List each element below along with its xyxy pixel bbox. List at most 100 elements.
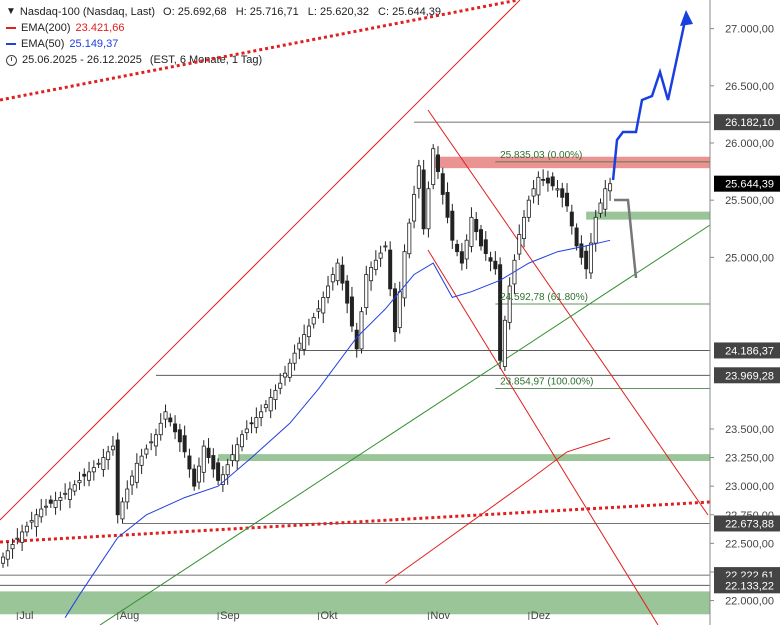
candle-body <box>254 417 259 428</box>
y-tick-label: 23.250,00 <box>725 453 774 465</box>
candle-body <box>349 296 354 327</box>
candle-body <box>306 325 311 338</box>
candle <box>283 365 288 386</box>
candle <box>259 404 264 427</box>
candle-body <box>541 178 546 181</box>
candle-body <box>426 188 431 230</box>
candle <box>464 234 469 270</box>
candle <box>235 437 240 470</box>
candle-body <box>579 243 584 258</box>
ema50-value: 25.149,37 <box>69 38 119 50</box>
candle <box>340 256 345 291</box>
candle <box>526 195 531 222</box>
x-tick-label: Nov <box>430 610 450 622</box>
fib-label-2: 23.854,97 (100.00%) <box>500 376 593 387</box>
candle-body <box>555 188 560 191</box>
x-tick-label: Dez <box>531 610 551 622</box>
candle <box>397 281 402 334</box>
candle-body <box>268 397 273 412</box>
candle <box>335 258 340 286</box>
candle <box>168 413 173 427</box>
candle-body <box>526 199 531 218</box>
candle <box>91 460 96 481</box>
candle-body <box>560 188 565 198</box>
candle-body <box>584 250 589 270</box>
price-tag-label-0: 26.182,10 <box>725 117 774 129</box>
candle <box>354 322 359 358</box>
candle <box>187 448 192 478</box>
candle <box>584 245 589 279</box>
candle-body <box>134 462 139 483</box>
legend-title-row: ▼ Nasdaq-100 (Nasdaq, Last) O: 25.692,68… <box>6 4 447 20</box>
candle <box>268 388 273 419</box>
candle <box>421 159 426 235</box>
candle-body <box>201 445 206 473</box>
candle-body <box>588 242 593 274</box>
candle <box>149 433 154 451</box>
candle-body <box>421 169 426 230</box>
chart-title: Nasdaq-100 (Nasdaq, Last) <box>19 6 156 18</box>
candle-body <box>0 556 6 564</box>
candle <box>302 324 307 356</box>
candle-body <box>39 508 44 518</box>
candle <box>297 337 302 360</box>
candle-body <box>139 455 144 466</box>
channel-down-lower <box>427 249 659 625</box>
candle-body <box>259 411 264 418</box>
candle <box>345 275 350 314</box>
candle <box>440 167 445 205</box>
candle-body <box>297 342 302 350</box>
candle <box>163 404 168 428</box>
y-tick-label: 27.000,00 <box>725 24 774 36</box>
candle-body <box>20 531 25 543</box>
candle <box>82 468 87 487</box>
candle <box>507 277 512 330</box>
candle-body <box>82 473 87 477</box>
candle <box>502 315 507 372</box>
candle <box>58 491 63 511</box>
candle-body <box>96 462 101 465</box>
candle-body <box>302 334 307 350</box>
candle <box>550 172 555 191</box>
candle-body <box>292 352 297 364</box>
low-value: L: 25.620,32 <box>307 6 369 18</box>
candle-body <box>29 520 34 523</box>
candle <box>206 438 211 464</box>
band-support-1 <box>586 211 710 220</box>
candle-body <box>249 422 254 425</box>
candle <box>230 444 235 467</box>
candle <box>72 480 77 496</box>
channel-upper-line <box>0 0 521 521</box>
legend-ema50-row: EMA(50) 25.149,37 <box>6 36 447 52</box>
candle-body <box>220 474 225 485</box>
candle <box>555 180 560 198</box>
candle <box>110 436 115 456</box>
candle-body <box>34 514 39 528</box>
candle <box>373 250 378 276</box>
candle-body <box>91 467 96 473</box>
price-tag-0 <box>714 114 780 131</box>
candle-body <box>173 423 178 433</box>
candle <box>15 528 20 545</box>
candle <box>369 261 374 291</box>
ema200-swatch <box>6 27 16 29</box>
candle-body <box>196 465 201 483</box>
candle <box>478 225 483 251</box>
candle-body <box>474 219 479 233</box>
candle <box>53 491 58 515</box>
candle <box>306 318 311 346</box>
candle <box>598 198 603 218</box>
candle-body <box>493 260 498 270</box>
candle-body <box>345 280 350 304</box>
candle-body <box>144 448 149 455</box>
candle-body <box>531 188 536 197</box>
candle-body <box>536 176 541 196</box>
candle <box>44 498 49 516</box>
candle <box>455 239 460 257</box>
ema50-line <box>64 239 611 618</box>
candle <box>531 180 536 204</box>
candle-body <box>402 251 407 299</box>
candle <box>278 373 283 395</box>
candle-body <box>507 285 512 323</box>
